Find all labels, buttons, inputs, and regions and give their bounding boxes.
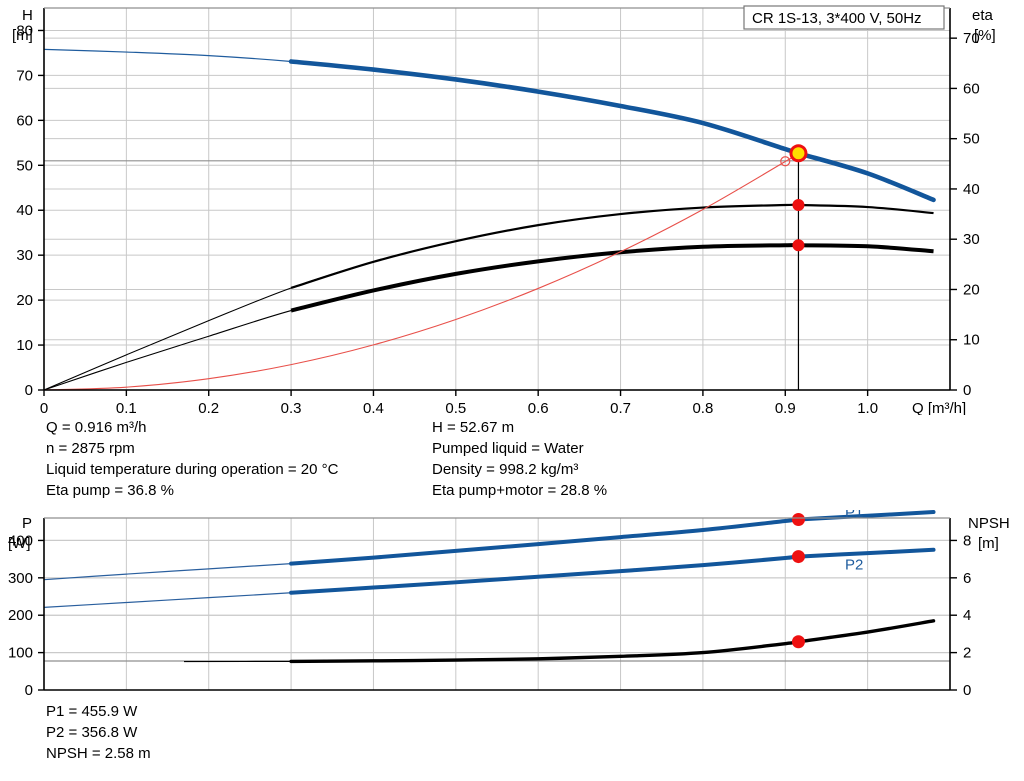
p-axis-name: P [22, 515, 32, 532]
x-tick-label-0.2: 0.2 [198, 400, 219, 415]
bottom-markers [791, 513, 805, 649]
info-right-line-2: Density = 998.2 kg/m³ [432, 461, 578, 478]
y2-tick-label-60: 60 [963, 80, 980, 97]
p2-point-marker[interactable] [791, 550, 805, 564]
y2-tick-label-40: 40 [963, 181, 980, 198]
y-tick-label-60: 60 [16, 112, 33, 129]
operating-point-marker[interactable] [792, 147, 805, 160]
x-tick-label-0: 0 [40, 400, 48, 415]
y-tick-label-80: 80 [16, 22, 33, 39]
npsh-curve-thin [184, 620, 934, 663]
p1-series-label: P1 [845, 510, 863, 521]
x-tick-label-0.4: 0.4 [363, 400, 384, 415]
x-axis-label: Q [m³/h] [912, 400, 966, 415]
y2-tick-label-50: 50 [963, 131, 980, 148]
eta-pump-curve-thin [43, 204, 934, 391]
info-bottom-line-1: P2 = 356.8 W [46, 724, 138, 741]
pump-model-title: CR 1S-13, 3*400 V, 50Hz [752, 10, 922, 27]
duty-system-curve [43, 152, 799, 391]
x-tick-label-0.5: 0.5 [445, 400, 466, 415]
y-axis-unit: [m] [12, 27, 33, 44]
y2-tick-label-0: 0 [963, 382, 971, 399]
npsh-curve-thick [289, 619, 936, 664]
top-curves [43, 48, 936, 391]
x-tick-label-0.7: 0.7 [610, 400, 631, 415]
info-left-column: Q = 0.916 m³/h n = 2875 rpm Liquid tempera… [46, 419, 339, 499]
p-tick-label-400: 400 [8, 532, 33, 549]
y-axis-name: H [22, 7, 33, 24]
npsh-axis-name: NPSH [968, 515, 1010, 532]
y-tick-label-0: 0 [25, 382, 33, 399]
npsh-axis-unit: [m] [978, 535, 999, 552]
p-tick-label-300: 300 [8, 570, 33, 587]
info-right-line-0: H = 52.67 m [432, 419, 514, 436]
y2-tick-label-70: 70 [963, 30, 980, 47]
info-right-line-3: Eta pump+motor = 28.8 % [432, 482, 607, 499]
x-tick-label-0.8: 0.8 [692, 400, 713, 415]
bottom-grid [43, 518, 950, 691]
npsh-tick-label-0: 0 [963, 682, 971, 699]
title-box-frame [743, 5, 945, 30]
y-tick-label-20: 20 [16, 292, 33, 309]
p-tick-label-200: 200 [8, 607, 33, 624]
p-tick-label-0: 0 [25, 682, 33, 699]
x-tick-label-0.6: 0.6 [528, 400, 549, 415]
y2-tick-label-20: 20 [963, 281, 980, 298]
head-curve-thin [43, 48, 934, 201]
y2-axis-unit: [%] [974, 27, 996, 44]
y-tick-label-50: 50 [16, 157, 33, 174]
info-left-line-1: n = 2875 rpm [46, 440, 135, 457]
npsh-tick-label-8: 8 [963, 532, 971, 549]
p2-curve-thick [289, 547, 936, 595]
x-tick-label-0.9: 0.9 [775, 400, 796, 415]
eta-pump-curve-thick [290, 203, 934, 290]
info-left-line-0: Q = 0.916 m³/h [46, 419, 146, 436]
eta-pump-motor-point-marker[interactable] [792, 239, 805, 252]
info-right-line-1: Pumped liquid = Water [432, 440, 584, 457]
y-tick-label-70: 70 [16, 67, 33, 84]
top-markers [780, 144, 808, 252]
info-left-line-3: Eta pump = 36.8 % [46, 482, 174, 499]
p-axis-unit: [W] [8, 535, 31, 552]
info-bottom-line-2: NPSH = 2.58 m [46, 745, 151, 762]
info-right-column: H = 52.67 m Pumped liquid = Water Density … [432, 419, 607, 499]
y-tick-label-40: 40 [16, 202, 33, 219]
npsh-tick-label-2: 2 [963, 645, 971, 662]
x-tick-label-1.0: 1.0 [857, 400, 878, 415]
npsh-tick-label-4: 4 [963, 607, 971, 624]
head-curve-thick [288, 59, 936, 203]
p1-point-marker[interactable] [791, 513, 805, 527]
p2-series-label: P2 [845, 557, 863, 574]
p-tick-label-100: 100 [8, 645, 33, 662]
x-tick-label-0.3: 0.3 [281, 400, 302, 415]
x-tick-label-0.1: 0.1 [116, 400, 137, 415]
eta-pump-point-marker[interactable] [792, 199, 805, 212]
y2-axis-name: eta [972, 7, 994, 24]
bottom-info-column: P1 = 455.9 W P2 = 356.8 W NPSH = 2.58 m [46, 703, 151, 762]
power-npsh-info-block: P1 = 455.9 W P2 = 356.8 W NPSH = 2.58 m [46, 703, 151, 762]
chart-title-box: CR 1S-13, 3*400 V, 50Hz [743, 5, 945, 30]
y-tick-label-30: 30 [16, 247, 33, 264]
npsh-point-marker[interactable] [791, 635, 805, 649]
info-bottom-line-0: P1 = 455.9 W [46, 703, 138, 720]
eta-pump-motor-curve-thick [290, 243, 934, 313]
y2-tick-label-10: 10 [963, 332, 980, 349]
y2-tick-label-30: 30 [963, 231, 980, 248]
performance-chart-top: 0 10 20 30 40 50 60 70 80H [m] 0 10 20 30 40 50 60 70 eta [… [12, 5, 996, 415]
npsh-tick-label-6: 6 [963, 570, 971, 587]
y-tick-label-10: 10 [16, 337, 33, 354]
info-left-line-2: Liquid temperature during operation = 20… [46, 461, 339, 478]
duty-point-info-block: Q = 0.916 m³/h n = 2875 rpm Liquid tempera… [46, 419, 607, 499]
duty-point-open-marker[interactable] [780, 156, 791, 167]
